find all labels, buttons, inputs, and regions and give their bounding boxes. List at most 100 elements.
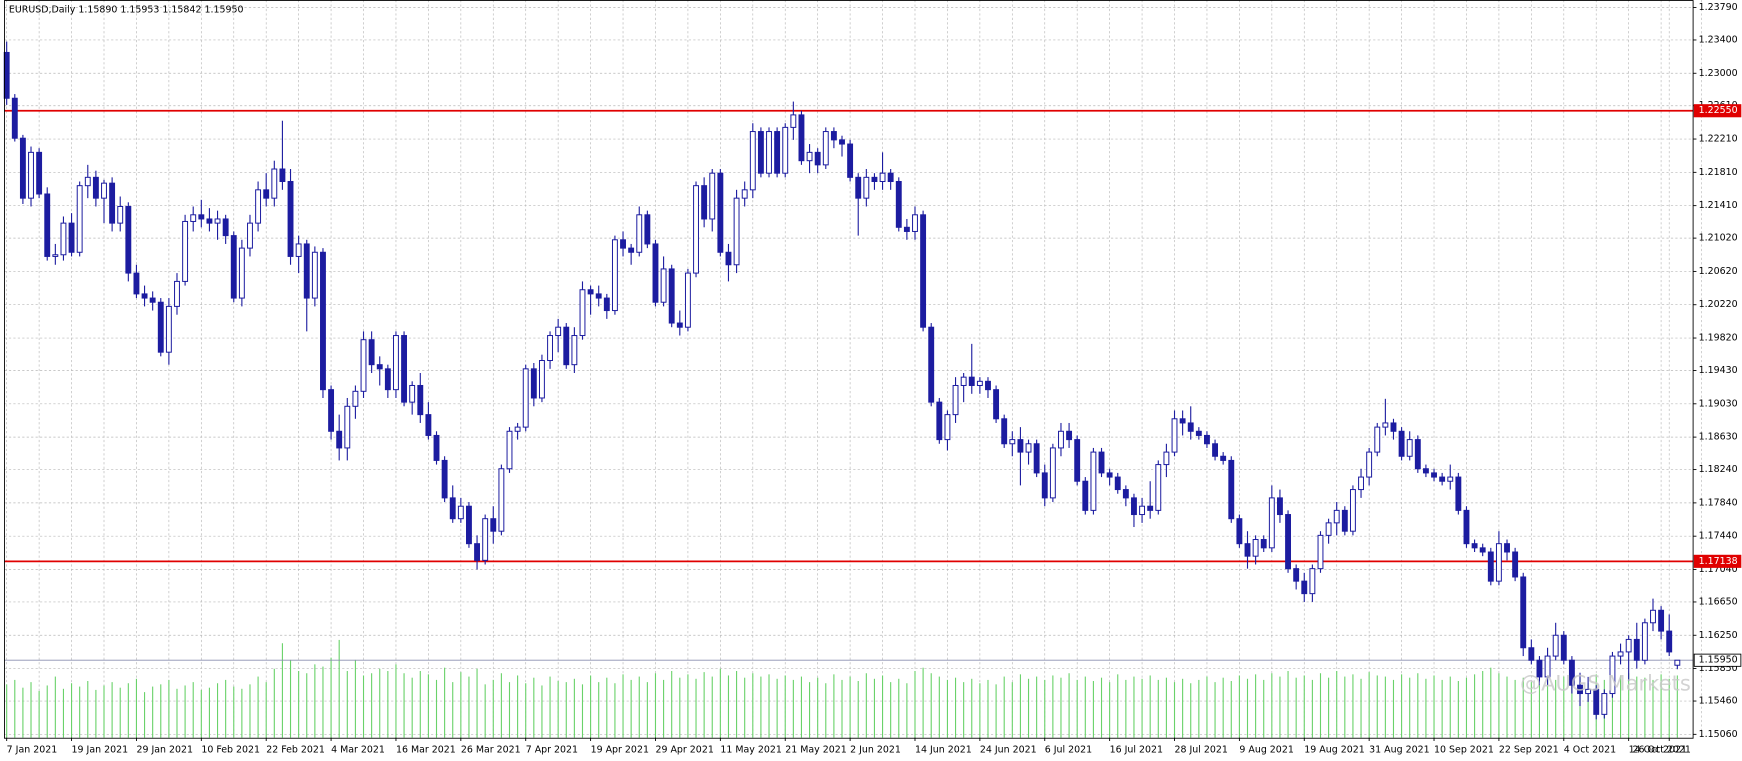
candle-body	[839, 139, 845, 145]
candle-body	[936, 401, 943, 441]
candle-body	[1585, 688, 1592, 695]
x-tick-label: 6 Jul 2021	[1045, 744, 1092, 755]
x-tick-label: 28 Jul 2021	[1175, 744, 1228, 755]
x-tick-label: 26 Oct 2021	[1633, 744, 1691, 755]
candle-body	[109, 182, 116, 224]
level-line-tag	[1693, 104, 1742, 118]
candle-body	[133, 272, 140, 295]
candle-body	[425, 414, 432, 436]
candle-body	[238, 247, 245, 299]
candle-body	[660, 268, 667, 303]
candle-body	[1422, 468, 1429, 474]
candle-body	[1236, 518, 1243, 545]
y-tick-label: 1.16650	[1699, 596, 1738, 607]
axis-layer: 1.237901.234001.230001.226101.222101.218…	[6, 2, 1742, 755]
bid-line-tag	[1693, 653, 1742, 667]
candle-body	[1082, 480, 1089, 511]
candle-body	[741, 189, 748, 199]
candle-body	[1139, 505, 1146, 516]
x-tick-label: 29 Apr 2021	[655, 744, 713, 755]
candle-body	[952, 384, 959, 416]
candle-body	[1366, 451, 1373, 478]
candle-body	[182, 220, 189, 282]
y-tick-label: 1.21810	[1699, 167, 1738, 178]
candle-body	[709, 172, 716, 220]
candle-body	[52, 254, 59, 257]
candle-body	[1074, 439, 1081, 482]
candle-body	[733, 197, 740, 266]
candle-body	[1106, 472, 1113, 478]
x-tick-label: 26 Mar 2021	[461, 744, 521, 755]
level-line-tag	[1693, 554, 1742, 568]
candle-body	[628, 247, 635, 253]
candle-body	[1431, 472, 1437, 478]
candle-body	[1001, 418, 1008, 445]
candle-body	[157, 301, 164, 353]
candle-body	[1244, 543, 1251, 557]
candle-body	[806, 151, 813, 162]
candle-body	[960, 376, 967, 386]
candle-body	[968, 376, 975, 386]
candle-body	[409, 384, 416, 403]
candle-body	[595, 293, 602, 299]
y-tick-label: 1.15060	[1699, 729, 1738, 740]
candle-body	[1601, 693, 1608, 715]
x-tick-label: 16 Mar 2021	[396, 744, 456, 755]
candle-body	[603, 297, 610, 312]
candle-body	[985, 380, 991, 391]
candle-body	[1520, 576, 1527, 649]
candle-body	[782, 126, 789, 174]
candle-body	[555, 326, 562, 337]
y-tick-label: 1.16250	[1699, 630, 1738, 641]
candle-body	[1204, 434, 1210, 445]
candle-body	[376, 364, 383, 370]
candle-body	[336, 430, 343, 449]
candle-body	[903, 226, 910, 232]
candle-body	[790, 114, 797, 128]
candle-body	[320, 251, 326, 391]
candle-body	[879, 172, 886, 183]
candle-body	[847, 143, 854, 178]
x-tick-label: 11 May 2021	[720, 744, 782, 755]
candle-body	[76, 185, 83, 253]
candle-body	[68, 222, 75, 253]
candle-body	[1406, 439, 1413, 457]
candle-body	[1495, 543, 1502, 582]
candle-body	[1447, 476, 1454, 482]
candle-body	[1439, 476, 1446, 482]
candle-body	[611, 239, 618, 312]
candle-body	[1179, 418, 1186, 424]
candle-body	[311, 251, 318, 299]
candle-body	[198, 214, 205, 220]
candle-body	[895, 181, 902, 228]
y-tick-label: 1.23400	[1699, 34, 1738, 45]
candle-body	[506, 430, 513, 470]
candle-body	[393, 335, 399, 391]
x-tick-label: 31 Aug 2021	[1369, 744, 1429, 755]
candle-body	[1114, 476, 1121, 491]
level-line-label: 1.17138	[1699, 556, 1738, 567]
x-tick-label: 16 Jul 2021	[1110, 744, 1163, 755]
candle-body	[701, 185, 708, 220]
candle-body	[928, 326, 935, 403]
candle-body	[920, 214, 927, 328]
candle-body	[271, 168, 278, 199]
candle-body	[1455, 476, 1462, 511]
candle-body	[214, 218, 221, 224]
x-tick-label: 7 Apr 2021	[526, 744, 578, 755]
candle-body	[1195, 430, 1202, 436]
candle-body	[1577, 684, 1583, 695]
candle-body	[466, 505, 472, 545]
candle-body	[417, 384, 424, 416]
candle-body	[863, 176, 870, 199]
x-tick-label: 2 Jun 2021	[850, 744, 901, 755]
candle-body	[141, 293, 148, 299]
candle-body	[44, 193, 51, 257]
candle-body	[498, 468, 505, 532]
candle-body	[1309, 568, 1316, 595]
y-tick-label: 1.17840	[1699, 497, 1738, 508]
candle-body	[1633, 638, 1640, 661]
candle-body	[1147, 505, 1154, 511]
candle-body	[855, 176, 862, 199]
candle-body	[287, 181, 294, 257]
